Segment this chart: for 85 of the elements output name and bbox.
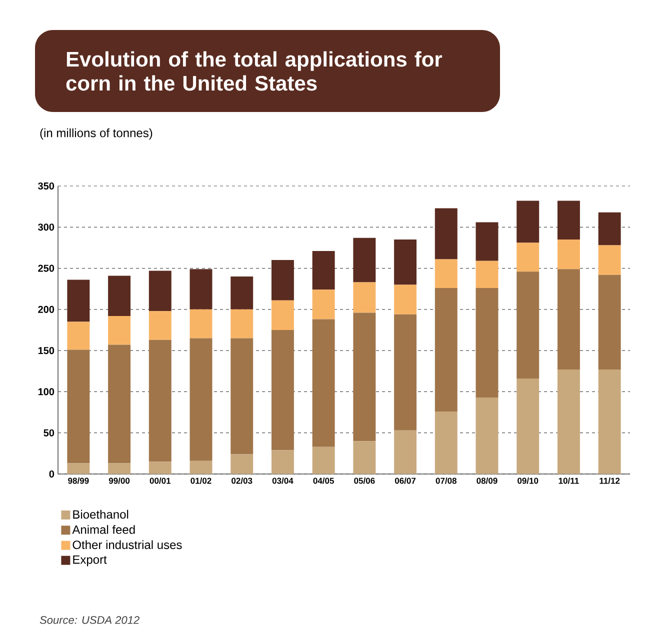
bar [353, 238, 376, 282]
bar [190, 460, 212, 474]
y-tick-label: 50 [44, 429, 54, 436]
bar [271, 260, 294, 300]
bar [67, 350, 90, 464]
legend-label: Bioethanol [73, 510, 128, 519]
x-tick-label: 09/10 [518, 478, 538, 484]
bar [312, 446, 335, 474]
bar [598, 245, 621, 275]
bar [557, 269, 580, 370]
bar [353, 312, 376, 442]
bar [353, 441, 376, 474]
bar [394, 284, 417, 314]
y-tick-label: 350 [38, 182, 54, 190]
bar [476, 397, 498, 474]
bar [230, 338, 254, 454]
y-tick-label: 250 [38, 264, 54, 272]
bar [230, 276, 254, 310]
bar [148, 462, 172, 474]
bar [557, 239, 580, 270]
bar [67, 280, 90, 322]
x-tick-label: 05/06 [354, 478, 375, 484]
bar [230, 309, 254, 338]
bar [516, 242, 540, 272]
y-tick-label: 300 [38, 224, 54, 231]
bar [598, 274, 621, 370]
bar [434, 411, 458, 474]
x-tick-label: 02/03 [232, 478, 252, 484]
bar [598, 369, 621, 474]
x-tick-label: 10/11 [558, 478, 579, 484]
bar [434, 259, 458, 288]
bar [434, 288, 458, 412]
legend-label: Other industrial uses [72, 540, 182, 550]
x-tick-label: 08/09 [476, 478, 498, 484]
y-tick-label: 200 [38, 306, 54, 313]
bar [557, 369, 580, 474]
bar [271, 330, 294, 450]
bar [108, 463, 131, 474]
y-tick-label: 0 [49, 470, 54, 478]
bar [434, 208, 458, 260]
bar [476, 260, 498, 288]
x-tick-label: 04/05 [313, 478, 334, 484]
legend-label: Export [73, 555, 107, 566]
x-tick-label: 00/01 [150, 478, 171, 484]
bar [271, 450, 294, 474]
bar [148, 340, 172, 462]
x-tick-label: 03/04 [272, 478, 294, 484]
y-tick-label: 150 [38, 347, 54, 354]
bar [394, 314, 417, 430]
bar [557, 200, 580, 240]
bar [598, 212, 621, 246]
source-note: Source: USDA 2012 [40, 616, 140, 624]
x-tick-label: 01/02 [190, 478, 212, 484]
bar [108, 276, 131, 316]
bar [516, 378, 540, 474]
x-tick-label: 06/07 [394, 478, 416, 484]
bar [108, 316, 131, 345]
bar [516, 272, 540, 379]
chart-title: Evolution of the total applications for corn in the United States [66, 51, 442, 91]
bar [148, 311, 172, 340]
bar [394, 239, 417, 285]
bar [230, 454, 254, 474]
bar [516, 200, 540, 243]
bar [476, 288, 498, 398]
x-tick-label: 98/99 [68, 478, 89, 484]
bar [394, 430, 417, 474]
legend-label: Animal feed [72, 525, 135, 534]
bar [476, 222, 498, 261]
x-tick-label: 99/00 [108, 478, 130, 484]
bar [67, 463, 90, 474]
y-tick-label: 100 [38, 388, 54, 396]
bar [190, 338, 212, 461]
bar [190, 269, 212, 310]
bar [67, 322, 90, 350]
x-tick-label: 07/08 [436, 478, 457, 484]
bar [148, 270, 172, 312]
bar [108, 344, 131, 464]
chart-subtitle: (in millions of tonnes) [40, 128, 152, 140]
bar [312, 319, 335, 447]
bar [353, 282, 376, 313]
bar [312, 290, 335, 320]
bar [271, 300, 294, 330]
bar [312, 251, 335, 290]
x-tick-label: 11/12 [600, 478, 620, 484]
bar [190, 309, 212, 338]
